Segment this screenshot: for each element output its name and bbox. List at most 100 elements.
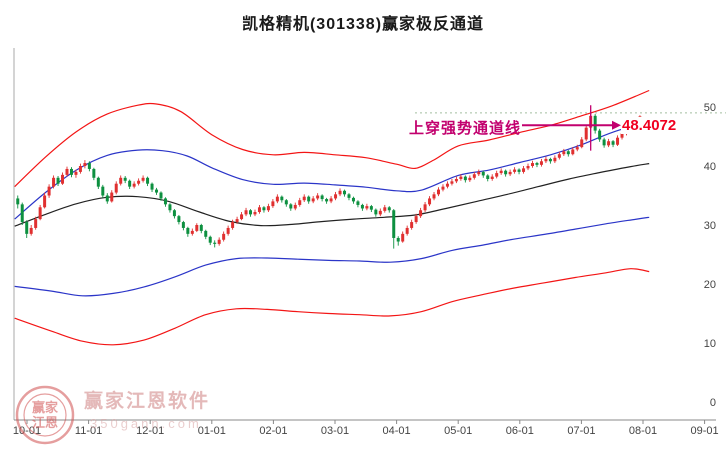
candle-body <box>419 210 423 217</box>
lower-red-channel-line <box>14 268 650 346</box>
candle-body <box>454 178 458 182</box>
candle <box>235 216 239 224</box>
candle-body <box>486 175 490 179</box>
candle <box>611 140 615 148</box>
candle <box>463 175 467 183</box>
candle-body <box>249 210 253 215</box>
candle <box>571 147 575 156</box>
candle-body <box>526 166 530 169</box>
candle <box>181 220 185 231</box>
candle <box>61 172 65 185</box>
candle-body <box>338 190 342 195</box>
candle <box>392 209 396 249</box>
y-axis-label: 0 <box>710 397 716 409</box>
candle <box>298 197 302 207</box>
candle <box>190 228 194 236</box>
candle-body <box>611 141 615 145</box>
candle <box>602 137 606 148</box>
candle-body <box>123 177 127 181</box>
candle-body <box>34 219 38 228</box>
candle <box>92 167 96 181</box>
candle-body <box>190 230 194 234</box>
x-axis-label: 06-01 <box>506 425 534 437</box>
candle <box>437 187 441 197</box>
candle-body <box>575 147 579 150</box>
candle <box>356 200 360 208</box>
candle <box>249 209 253 217</box>
candle-body <box>535 163 539 165</box>
candle-body <box>450 181 454 184</box>
candle <box>334 191 338 201</box>
candle-body <box>16 198 20 205</box>
candle-body <box>204 230 208 237</box>
candle <box>195 223 199 233</box>
candle-body <box>208 236 212 243</box>
candle-body <box>325 199 329 202</box>
candle <box>347 193 351 201</box>
y-axis-label: 40 <box>704 161 716 173</box>
candle <box>477 169 481 177</box>
candle-body <box>280 196 284 201</box>
candle-body <box>181 222 185 228</box>
candle-body <box>43 195 47 208</box>
candle <box>365 203 369 211</box>
candle <box>52 175 56 189</box>
candle-body <box>477 171 481 175</box>
candle-body <box>29 227 33 234</box>
candle <box>123 176 127 184</box>
candle-body <box>119 177 123 184</box>
candle <box>508 169 512 177</box>
candle-body <box>150 183 154 190</box>
candle-body <box>571 149 575 155</box>
x-axis-label: 10-01 <box>13 425 41 437</box>
candle <box>275 194 279 204</box>
candle-body <box>38 207 42 220</box>
candle <box>566 150 570 157</box>
candle <box>34 216 38 230</box>
candle <box>172 209 176 219</box>
candle <box>293 202 297 211</box>
candle <box>47 184 51 198</box>
candle <box>428 196 432 207</box>
candle-body <box>284 200 288 205</box>
candle <box>177 214 181 225</box>
candle <box>405 225 409 236</box>
candle-body <box>495 173 499 177</box>
candle <box>69 167 73 178</box>
candle <box>65 166 69 177</box>
candle <box>325 197 329 204</box>
candle <box>240 212 244 221</box>
candle-body <box>47 186 51 196</box>
candle-body <box>351 197 355 202</box>
candle <box>593 114 597 134</box>
candle-body <box>257 207 261 213</box>
candle-body <box>522 168 526 172</box>
candle-body <box>163 198 167 205</box>
candle <box>25 220 29 238</box>
candle <box>56 176 60 187</box>
x-axis-label: 05-01 <box>444 425 472 437</box>
candle-body <box>593 115 597 131</box>
candle-body <box>298 200 302 205</box>
candle <box>101 184 105 198</box>
candle <box>271 199 275 208</box>
candle <box>208 235 212 246</box>
candle-body <box>504 170 508 175</box>
candle-body <box>562 151 566 155</box>
candle <box>387 206 391 213</box>
candle <box>360 203 364 211</box>
candle <box>244 207 248 217</box>
candle-body <box>369 206 373 210</box>
candle <box>38 204 42 221</box>
x-axis-label: 08-01 <box>629 425 657 437</box>
candle-body <box>52 177 56 187</box>
candle <box>266 203 270 213</box>
candle-body <box>598 130 602 140</box>
candle-body <box>539 161 543 165</box>
candle <box>338 188 342 197</box>
candle-body <box>186 227 190 234</box>
x-axis-label: 02-01 <box>259 425 287 437</box>
candle <box>199 223 203 234</box>
candle <box>132 181 136 189</box>
